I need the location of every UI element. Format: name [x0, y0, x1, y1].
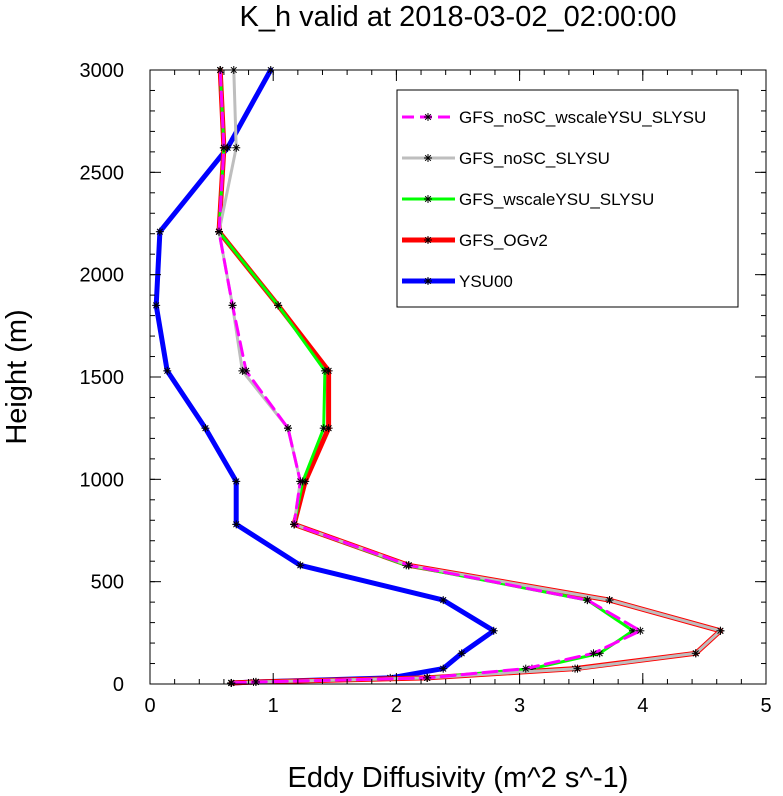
data-point-marker [320, 366, 329, 375]
data-point-marker [227, 678, 236, 687]
legend-item: YSU00 [402, 272, 513, 291]
legend-marker [424, 195, 432, 203]
data-point-marker [201, 424, 210, 433]
data-point-marker [163, 366, 172, 375]
data-point-marker [232, 520, 241, 529]
legend-item: GFS_noSC_SLYSU [402, 149, 610, 168]
data-point-marker [290, 520, 299, 529]
legend-marker [424, 113, 432, 121]
x-tick-label: 0 [144, 695, 155, 717]
x-tick-label: 2 [391, 695, 402, 717]
legend-item: GFS_wscaleYSU_SLYSU [402, 190, 654, 209]
data-point-marker [319, 424, 328, 433]
data-point-marker [716, 626, 725, 635]
legend-label: GFS_wscaleYSU_SLYSU [459, 190, 654, 209]
chart-title: K_h valid at 2018-03-02_02:00:00 [240, 1, 677, 33]
series-line-gfs-nosc-wscaleysu-slysu [217, 68, 642, 685]
data-point-marker [296, 561, 305, 570]
data-point-marker [232, 143, 241, 152]
x-tick-label: 5 [760, 695, 771, 717]
data-point-marker [155, 227, 164, 236]
legend-item: GFS_OGv2 [402, 231, 548, 250]
data-point-marker [489, 626, 498, 635]
data-point-marker [404, 561, 413, 570]
y-tick-label: 0 [113, 674, 124, 696]
data-point-marker [228, 301, 237, 310]
data-point-marker [242, 366, 251, 375]
data-point-marker [457, 649, 466, 658]
data-point-marker [583, 596, 592, 605]
x-axis-title: Eddy Diffusivity (m^2 s^-1) [288, 762, 629, 794]
legend-label: YSU00 [459, 272, 513, 291]
legend-label: GFS_OGv2 [459, 231, 548, 250]
y-tick-label: 2000 [80, 265, 125, 287]
y-tick-label: 1000 [80, 469, 125, 491]
data-point-marker [274, 301, 283, 310]
data-point-marker [423, 673, 432, 682]
data-point-marker [605, 596, 614, 605]
legend-marker [424, 277, 432, 285]
axis-ticks: 0 1 2 3 4 5 0 500 1000 1500 2000 2500 3000 [80, 60, 772, 717]
legend-marker [424, 154, 432, 162]
data-point-marker [219, 143, 228, 152]
data-point-marker [573, 664, 582, 673]
legend-label: GFS_noSC_wscaleYSU_SLYSU [459, 108, 706, 127]
x-tick-label: 3 [514, 695, 525, 717]
x-tick-label: 1 [268, 695, 279, 717]
data-point-marker [251, 677, 260, 686]
data-point-marker [152, 301, 161, 310]
data-point-marker [214, 227, 223, 236]
data-point-marker [283, 424, 292, 433]
legend: GFS_noSC_wscaleYSU_SLYSU GFS_noSC_SLYSU GF… [396, 89, 739, 308]
x-tick-label: 4 [637, 695, 648, 717]
data-point-marker [589, 649, 598, 658]
data-point-marker [691, 649, 700, 658]
data-point-marker [232, 477, 241, 486]
data-point-marker [636, 626, 645, 635]
data-point-marker [296, 477, 305, 486]
legend-item: GFS_noSC_wscaleYSU_SLYSU [402, 108, 706, 127]
data-point-marker [521, 664, 530, 673]
y-axis-title: Height (m) [1, 309, 33, 444]
legend-label: GFS_noSC_SLYSU [459, 149, 610, 168]
y-tick-label: 500 [91, 572, 124, 594]
data-point-marker [439, 596, 448, 605]
legend-marker [424, 236, 432, 244]
y-tick-label: 2500 [80, 162, 125, 184]
y-tick-label: 1500 [80, 367, 125, 389]
series-line-ysu00 [153, 67, 497, 686]
data-point-marker [439, 664, 448, 673]
y-tick-label: 3000 [80, 60, 125, 82]
